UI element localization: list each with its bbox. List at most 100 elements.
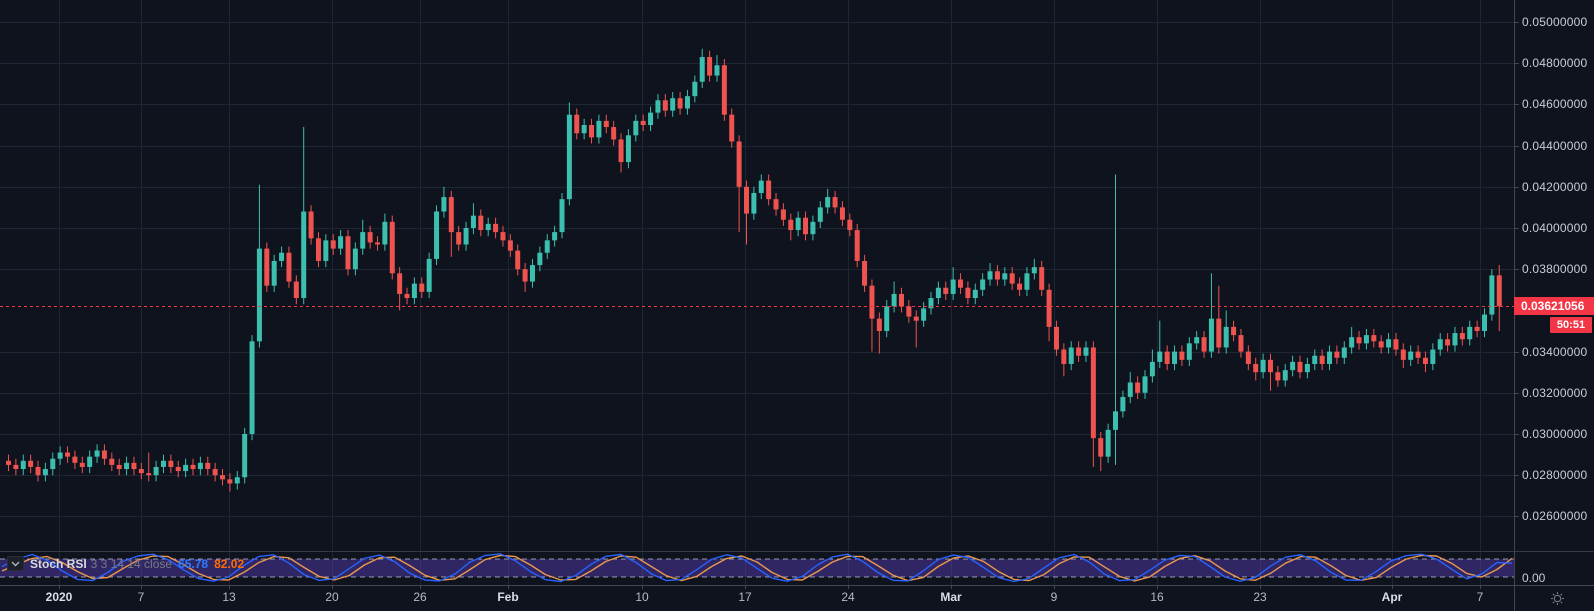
- candle-body: [1496, 275, 1502, 307]
- candle-body: [1186, 343, 1192, 360]
- candle-body: [1267, 359, 1273, 373]
- time-axis-label: Feb: [497, 590, 519, 604]
- candle-body: [928, 298, 934, 309]
- candle-body: [1002, 273, 1008, 280]
- candle-body: [286, 252, 292, 282]
- time-axis-label: 24: [841, 590, 855, 604]
- candle-body: [42, 469, 48, 476]
- price-axis-label: 0.03400000: [1522, 344, 1588, 359]
- candle-body: [803, 217, 809, 235]
- candle-body: [611, 127, 617, 140]
- candle-body: [847, 219, 853, 231]
- gear-icon[interactable]: [1547, 588, 1567, 608]
- price-axis-label: 0.04600000: [1522, 97, 1588, 112]
- candle-body: [1459, 333, 1465, 340]
- candle-body: [943, 287, 949, 294]
- candle-body: [411, 283, 417, 299]
- candle-body: [478, 215, 484, 231]
- candle-body: [552, 232, 558, 241]
- bar-countdown-badge: 50:51: [1550, 317, 1592, 333]
- candle-body: [293, 281, 299, 299]
- time-axis-label: 10: [635, 590, 649, 604]
- candle-body: [780, 209, 786, 220]
- time-axis-label: 7: [137, 590, 145, 604]
- candle-body: [662, 100, 668, 111]
- stoch-d-line: [1, 554, 1513, 582]
- candle-body: [869, 285, 875, 319]
- candle-body: [1172, 351, 1178, 364]
- candle-body: [1408, 351, 1414, 360]
- candle-body: [692, 81, 698, 97]
- candle-body: [426, 258, 432, 292]
- candle-body: [1371, 335, 1377, 342]
- candle-body: [1149, 361, 1155, 377]
- candle-body: [345, 236, 351, 270]
- candle-body: [670, 98, 676, 111]
- candle-body: [633, 120, 639, 136]
- candle-body: [1297, 361, 1303, 373]
- candle-body: [1290, 361, 1296, 371]
- candle-body: [441, 197, 447, 212]
- candle-body: [175, 466, 181, 472]
- candle-body: [1231, 326, 1237, 336]
- candle-body: [766, 180, 772, 200]
- candle-body: [1135, 382, 1141, 393]
- candle-body: [935, 287, 941, 299]
- candle-body: [1208, 318, 1214, 352]
- candle-body: [1341, 347, 1347, 358]
- candle-body: [1393, 339, 1399, 350]
- candle-body: [1282, 370, 1288, 381]
- candle-body: [434, 211, 440, 259]
- candle-body: [721, 65, 727, 115]
- candle-body: [1253, 363, 1259, 373]
- candle-body: [1319, 355, 1325, 364]
- candle-body: [448, 197, 454, 233]
- stoch-rsi-legend: Stoch RSI 3 3 14 14 close 65.78 82.02: [7, 555, 244, 572]
- candle-body: [1083, 347, 1089, 356]
- candle-body: [773, 199, 779, 210]
- time-axis-label: 17: [738, 590, 752, 604]
- candle-body: [603, 120, 609, 128]
- time-axis-label: 2020: [45, 590, 73, 604]
- stoch-d-value: 82.02: [214, 556, 245, 571]
- candle-body: [529, 265, 535, 282]
- candle-body: [1334, 351, 1340, 358]
- candle-body: [1179, 351, 1185, 360]
- candle-body: [308, 211, 314, 239]
- candle-body: [544, 240, 550, 253]
- candle-body: [1356, 337, 1362, 344]
- time-axis-label: Apr: [1381, 590, 1403, 604]
- chevron-down-icon[interactable]: [7, 556, 24, 571]
- candle-body: [596, 120, 602, 138]
- price-axis-label: 0.04000000: [1522, 221, 1588, 235]
- candle-body: [913, 316, 919, 321]
- candle-body: [1039, 267, 1045, 290]
- candle-body: [360, 232, 366, 249]
- candle-body: [515, 250, 521, 270]
- candle-body: [1245, 351, 1251, 364]
- candle-body: [1061, 349, 1067, 364]
- candle-body: [655, 100, 661, 113]
- candle-body: [758, 180, 764, 193]
- candle-body: [507, 240, 513, 251]
- time-axis-label: 23: [1253, 590, 1267, 604]
- time-axis-label: 20: [325, 590, 339, 604]
- candle-body: [707, 57, 713, 76]
- candle-body: [1053, 326, 1059, 350]
- candle-body: [6, 460, 11, 465]
- candle-body: [965, 287, 971, 299]
- candle-body: [1400, 349, 1406, 360]
- candle-body: [338, 236, 344, 249]
- price-axis-label: 0.04200000: [1522, 179, 1588, 194]
- indicator-title[interactable]: Stoch RSI: [30, 556, 87, 571]
- price-axis-label: 0.02800000: [1522, 468, 1588, 483]
- candle-body: [566, 114, 572, 200]
- candle-body: [751, 192, 757, 214]
- price-axis-label: 0.05000000: [1522, 15, 1588, 29]
- candle-body: [205, 462, 211, 470]
- time-axis-label: 16: [1150, 590, 1164, 604]
- candle-body: [1349, 337, 1355, 348]
- candle-body: [906, 306, 912, 317]
- candle-body: [1415, 351, 1421, 358]
